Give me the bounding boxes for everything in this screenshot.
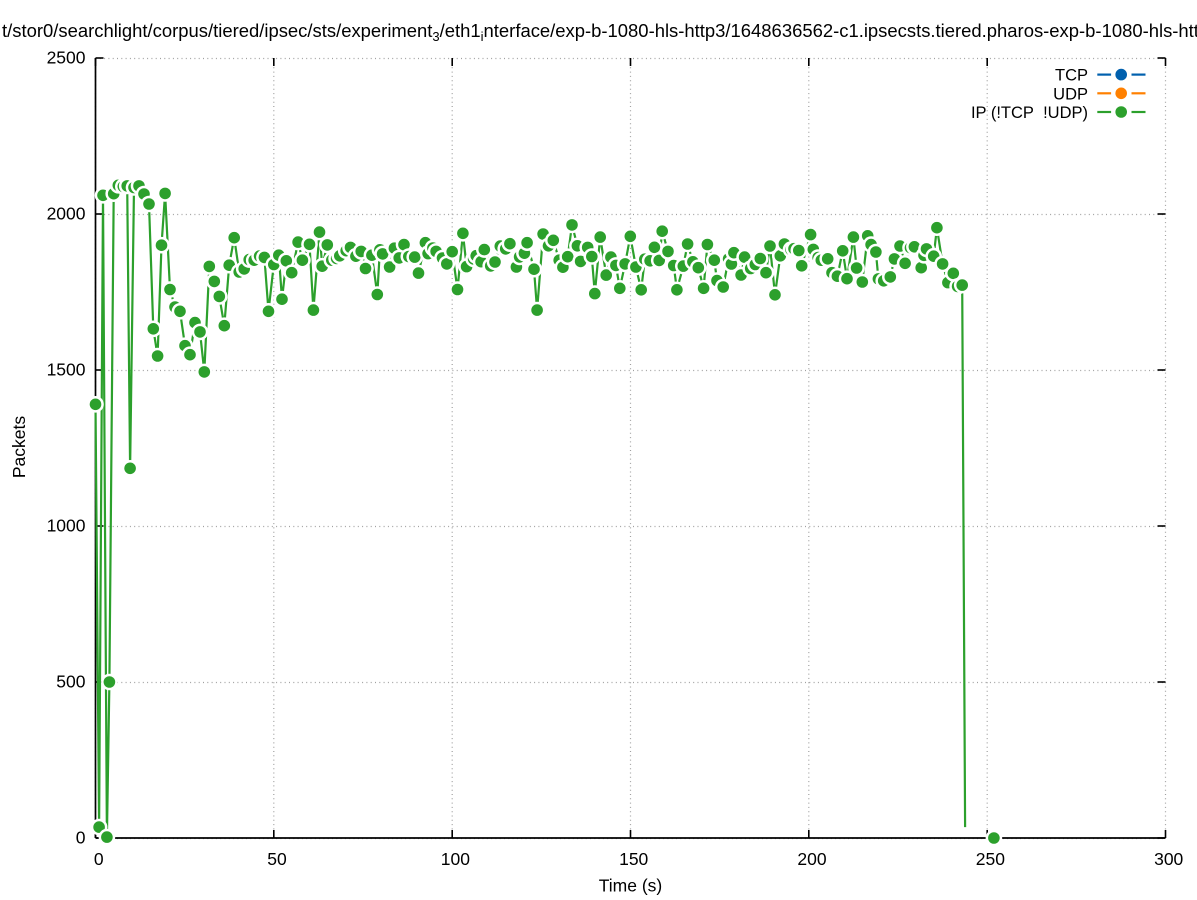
svg-text:500: 500 — [56, 672, 85, 692]
svg-text:2000: 2000 — [47, 204, 86, 224]
svg-text:100: 100 — [441, 849, 470, 869]
svg-text:Packets: Packets — [9, 416, 29, 478]
svg-text:50: 50 — [267, 849, 287, 869]
svg-text:UDP: UDP — [1053, 85, 1088, 103]
svg-text:TCP: TCP — [1055, 67, 1088, 85]
svg-text:250: 250 — [976, 849, 1005, 869]
svg-text:1000: 1000 — [47, 516, 86, 536]
svg-text:0: 0 — [94, 849, 104, 869]
svg-text:150: 150 — [619, 849, 648, 869]
svg-text:1500: 1500 — [47, 360, 86, 380]
svg-text:0: 0 — [76, 828, 86, 848]
svg-text:300: 300 — [1154, 849, 1183, 869]
svg-text:IP (!TCP !UDP): IP (!TCP !UDP) — [971, 104, 1088, 122]
svg-text:2500: 2500 — [47, 48, 86, 68]
svg-text:200: 200 — [797, 849, 826, 869]
svg-text:t/stor0/searchlight/corpus/tie: t/stor0/searchlight/corpus/tiered/ipsec/… — [2, 20, 1197, 44]
svg-text:Time (s): Time (s) — [599, 876, 663, 896]
